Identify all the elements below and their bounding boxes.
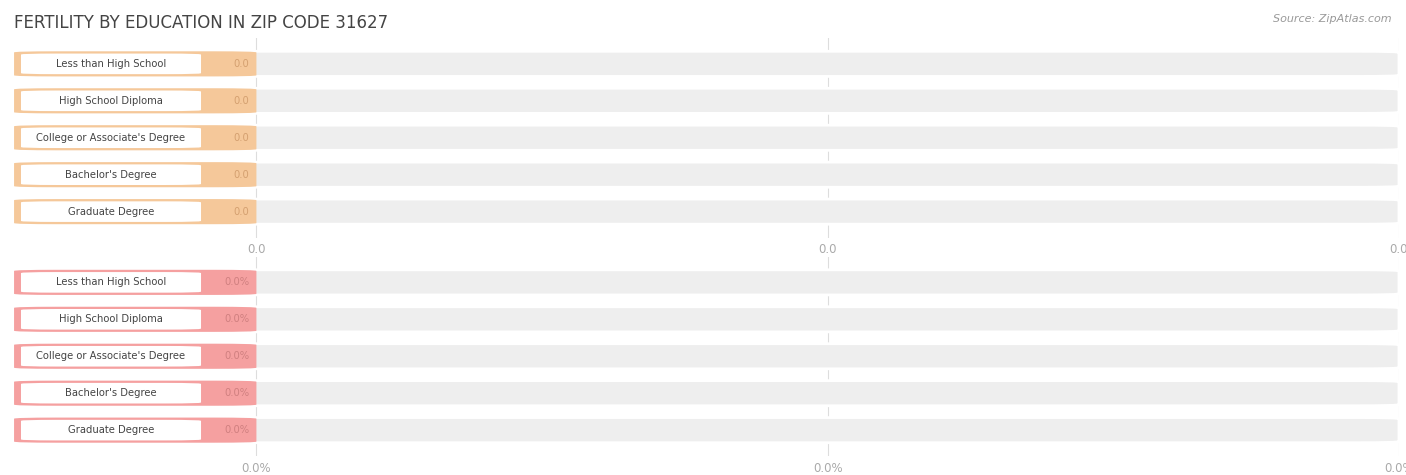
FancyBboxPatch shape [21, 420, 201, 440]
FancyBboxPatch shape [14, 270, 256, 295]
Text: High School Diploma: High School Diploma [59, 96, 163, 106]
FancyBboxPatch shape [14, 125, 1399, 150]
Text: Less than High School: Less than High School [56, 277, 166, 287]
Text: Graduate Degree: Graduate Degree [67, 207, 155, 217]
FancyBboxPatch shape [14, 380, 1399, 406]
Text: Bachelor's Degree: Bachelor's Degree [65, 170, 157, 180]
FancyBboxPatch shape [14, 307, 256, 332]
Text: 0.0: 0.0 [233, 170, 249, 180]
Text: Graduate Degree: Graduate Degree [67, 425, 155, 435]
Text: 0.0: 0.0 [233, 96, 249, 106]
FancyBboxPatch shape [21, 54, 201, 74]
FancyBboxPatch shape [14, 418, 1399, 443]
FancyBboxPatch shape [21, 346, 201, 367]
FancyBboxPatch shape [21, 91, 201, 111]
FancyBboxPatch shape [14, 199, 256, 224]
FancyBboxPatch shape [14, 162, 256, 187]
Text: 0.0: 0.0 [233, 59, 249, 69]
Text: College or Associate's Degree: College or Associate's Degree [37, 133, 186, 143]
Text: 0.0%: 0.0% [225, 351, 249, 361]
Text: 0.0%: 0.0% [225, 277, 249, 287]
FancyBboxPatch shape [14, 380, 256, 406]
Text: Less than High School: Less than High School [56, 59, 166, 69]
FancyBboxPatch shape [21, 127, 201, 148]
FancyBboxPatch shape [14, 344, 256, 369]
FancyBboxPatch shape [14, 51, 1399, 76]
FancyBboxPatch shape [21, 383, 201, 403]
FancyBboxPatch shape [14, 51, 256, 76]
Text: High School Diploma: High School Diploma [59, 314, 163, 324]
FancyBboxPatch shape [14, 307, 1399, 332]
Text: 0.0: 0.0 [233, 207, 249, 217]
Text: 0.0%: 0.0% [225, 388, 249, 398]
FancyBboxPatch shape [14, 125, 256, 150]
FancyBboxPatch shape [14, 270, 1399, 295]
FancyBboxPatch shape [21, 309, 201, 330]
Text: College or Associate's Degree: College or Associate's Degree [37, 351, 186, 361]
FancyBboxPatch shape [14, 418, 256, 443]
FancyBboxPatch shape [14, 344, 1399, 369]
FancyBboxPatch shape [21, 201, 201, 222]
Text: FERTILITY BY EDUCATION IN ZIP CODE 31627: FERTILITY BY EDUCATION IN ZIP CODE 31627 [14, 14, 388, 32]
FancyBboxPatch shape [14, 88, 1399, 114]
FancyBboxPatch shape [14, 88, 256, 114]
Text: 0.0: 0.0 [233, 133, 249, 143]
Text: 0.0%: 0.0% [225, 425, 249, 435]
Text: Bachelor's Degree: Bachelor's Degree [65, 388, 157, 398]
Text: 0.0%: 0.0% [225, 314, 249, 324]
FancyBboxPatch shape [14, 199, 1399, 224]
FancyBboxPatch shape [21, 272, 201, 293]
FancyBboxPatch shape [14, 162, 1399, 187]
Text: Source: ZipAtlas.com: Source: ZipAtlas.com [1274, 14, 1392, 24]
FancyBboxPatch shape [21, 164, 201, 185]
